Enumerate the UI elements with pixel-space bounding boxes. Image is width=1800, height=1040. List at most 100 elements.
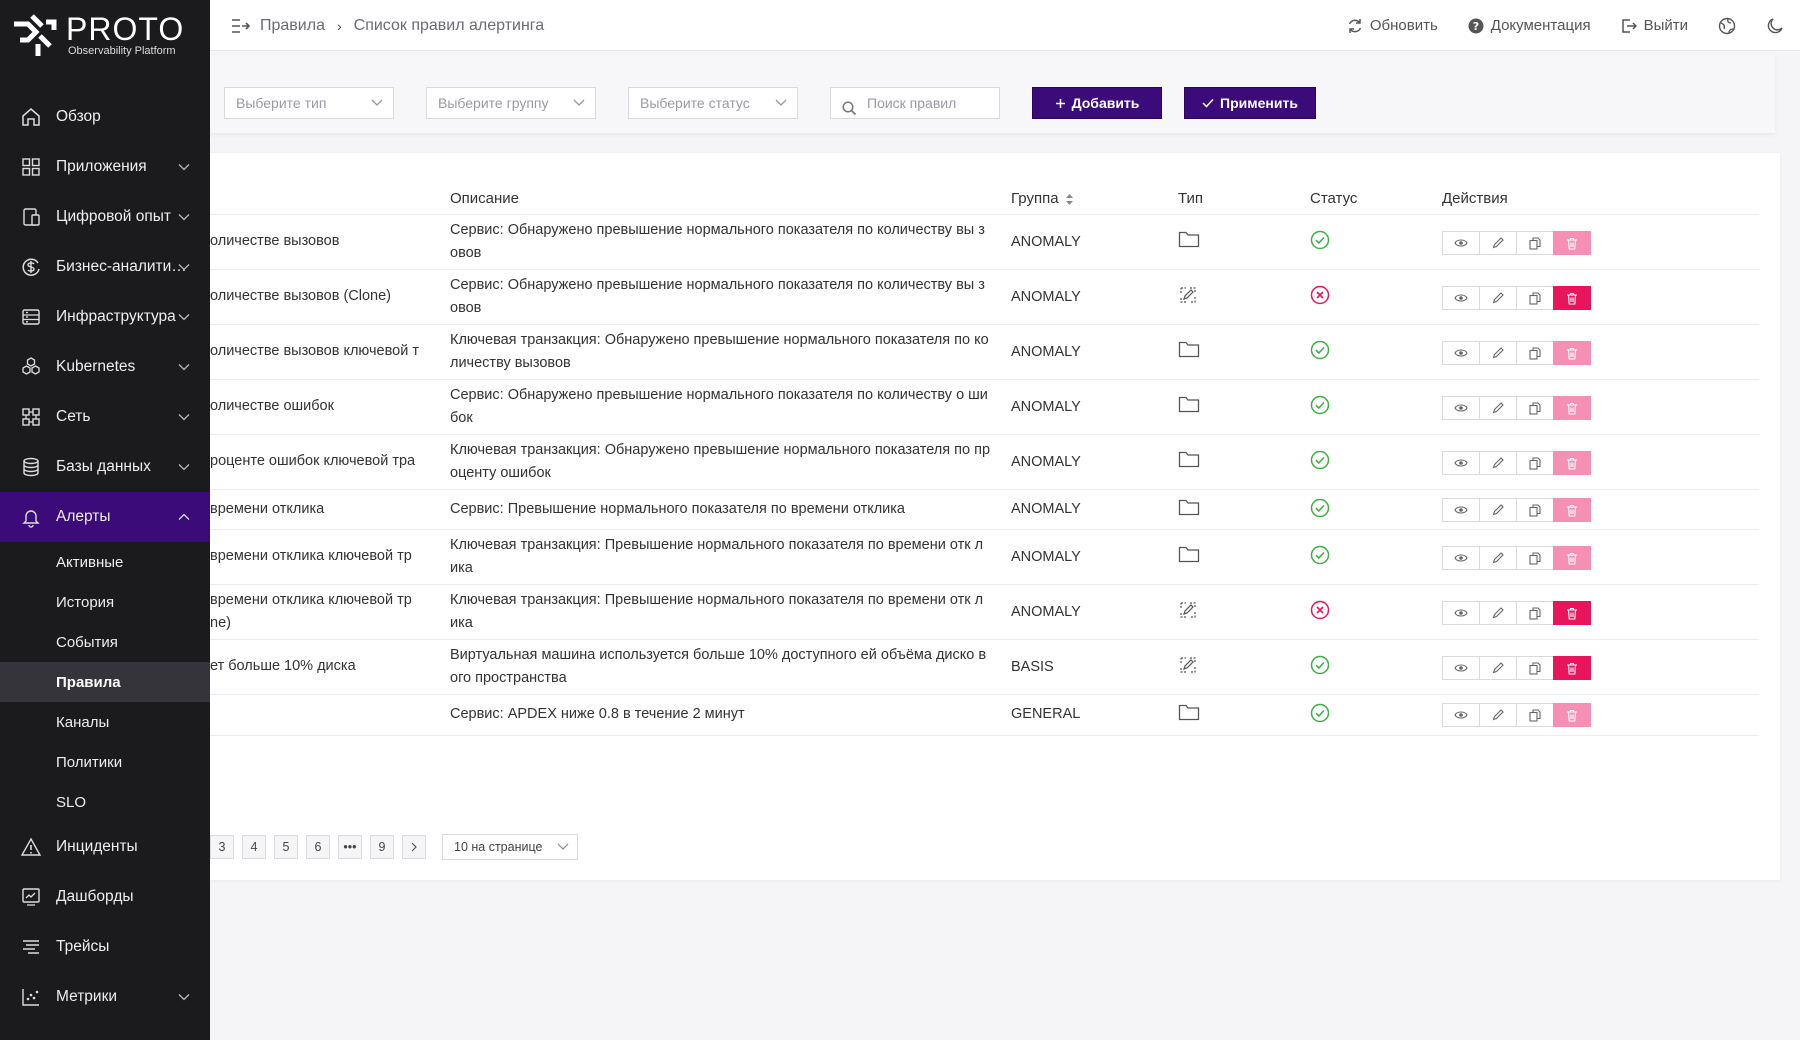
view-button[interactable] xyxy=(1442,546,1480,570)
delete-button[interactable] xyxy=(1553,341,1591,365)
sidebar-subitem-0[interactable]: Активные xyxy=(56,553,124,571)
sidebar-bottom-item-1[interactable]: Дашборды xyxy=(0,872,210,922)
sort-icon[interactable] xyxy=(1065,193,1074,206)
sidebar-item-2[interactable]: Цифровой опыт xyxy=(0,192,210,242)
copy-button[interactable] xyxy=(1516,656,1554,680)
rule-name-cell[interactable]: времени отклика xyxy=(210,498,430,521)
status-select[interactable]: Выберите статус xyxy=(628,87,798,119)
table-row[interactable]: времени отклика Сервис: Превышение нормал… xyxy=(210,490,1759,530)
page-button[interactable]: 3 xyxy=(210,835,234,859)
sidebar-item-4[interactable]: Инфраструктура xyxy=(0,292,210,342)
edit-button[interactable] xyxy=(1479,286,1517,310)
sidebar-subitem-1[interactable]: История xyxy=(56,593,115,611)
delete-button[interactable] xyxy=(1553,286,1591,310)
copy-button[interactable] xyxy=(1516,396,1554,420)
edit-button[interactable] xyxy=(1479,451,1517,475)
page-button[interactable]: 4 xyxy=(242,835,266,859)
table-row[interactable]: оличестве ошибок Сервис: Обнаружено превы… xyxy=(210,380,1759,435)
per-page-select[interactable]: 10 на странице xyxy=(442,834,578,860)
sidebar-item-5[interactable]: Kubernetes xyxy=(0,342,210,392)
rule-name-cell[interactable]: роценте ошибок ключевой тра xyxy=(210,450,430,473)
copy-button[interactable] xyxy=(1516,498,1554,522)
table-row[interactable]: оличестве вызовов (Clone) Сервис: Обнаруж… xyxy=(210,270,1759,325)
copy-button[interactable] xyxy=(1516,703,1554,727)
view-button[interactable] xyxy=(1442,601,1480,625)
globe-icon[interactable] xyxy=(1718,17,1736,35)
view-button[interactable] xyxy=(1442,451,1480,475)
rule-name-cell[interactable]: времени отклика ключевой тр xyxy=(210,545,430,568)
sidebar-subitem-6[interactable]: SLO xyxy=(56,793,87,811)
add-button[interactable]: Добавить xyxy=(1032,87,1162,119)
table-row[interactable]: роценте ошибок ключевой тра Ключевая тран… xyxy=(210,435,1759,490)
copy-button[interactable] xyxy=(1516,231,1554,255)
delete-button[interactable] xyxy=(1553,396,1591,420)
sidebar-bottom-item-0[interactable]: Инциденты xyxy=(0,822,210,872)
delete-button[interactable] xyxy=(1553,498,1591,522)
view-button[interactable] xyxy=(1442,286,1480,310)
rule-name-cell[interactable]: оличестве ошибок xyxy=(210,395,430,418)
sidebar-item-6[interactable]: Сеть xyxy=(0,392,210,442)
view-button[interactable] xyxy=(1442,498,1480,522)
sidebar-subitem-5[interactable]: Политики xyxy=(56,753,123,771)
delete-button[interactable] xyxy=(1553,451,1591,475)
copy-button[interactable] xyxy=(1516,451,1554,475)
group-select[interactable]: Выберите группу xyxy=(426,87,596,119)
sidebar-subitem-4[interactable]: Каналы xyxy=(56,713,110,731)
edit-button[interactable] xyxy=(1479,396,1517,420)
edit-button[interactable] xyxy=(1479,656,1517,680)
view-button[interactable] xyxy=(1442,703,1480,727)
view-button[interactable] xyxy=(1442,231,1480,255)
sidebar-item-0[interactable]: Обзор xyxy=(0,92,210,142)
rule-name-cell[interactable]: оличестве вызовов (Clone) xyxy=(210,285,430,308)
sidebar-item-1[interactable]: Приложения xyxy=(0,142,210,192)
edit-button[interactable] xyxy=(1479,546,1517,570)
page-button[interactable]: 6 xyxy=(306,835,330,859)
table-row[interactable]: оличестве вызовов ключевой т Ключевая тра… xyxy=(210,325,1759,380)
sidebar-subitem-3[interactable]: Правила xyxy=(0,662,210,702)
edit-button[interactable] xyxy=(1479,601,1517,625)
delete-button[interactable] xyxy=(1553,231,1591,255)
view-button[interactable] xyxy=(1442,341,1480,365)
brand-logo[interactable]: PROTO Observability Platform xyxy=(12,13,184,58)
edit-button[interactable] xyxy=(1479,498,1517,522)
apply-button[interactable]: Применить xyxy=(1184,87,1316,119)
delete-button[interactable] xyxy=(1553,601,1591,625)
logout-button[interactable]: Выйти xyxy=(1621,17,1688,34)
table-row[interactable]: Сервис: APDEX ниже 0.8 в течение 2 минут… xyxy=(210,695,1759,736)
next-page-button[interactable] xyxy=(402,835,426,859)
page-button[interactable]: 9 xyxy=(370,835,394,859)
search-input[interactable]: Поиск правил xyxy=(830,87,1000,119)
table-row[interactable]: времени отклика ключевой тр ne) Ключевая т… xyxy=(210,585,1759,640)
page-button[interactable]: ••• xyxy=(338,835,362,859)
view-button[interactable] xyxy=(1442,396,1480,420)
breadcrumb-root[interactable]: Правила xyxy=(260,16,325,34)
edit-button[interactable] xyxy=(1479,703,1517,727)
page-button[interactable]: 5 xyxy=(274,835,298,859)
sidebar-subitem-2[interactable]: События xyxy=(56,633,118,651)
copy-button[interactable] xyxy=(1516,286,1554,310)
moon-icon[interactable] xyxy=(1766,17,1784,35)
sidebar-bottom-item-3[interactable]: Метрики xyxy=(0,972,210,1022)
delete-button[interactable] xyxy=(1553,703,1591,727)
type-select[interactable]: Выберите тип xyxy=(224,87,394,119)
sidebar-item-7[interactable]: Базы данных xyxy=(0,442,210,492)
rule-name-cell[interactable]: оличестве вызовов xyxy=(210,230,430,253)
rule-name-cell[interactable]: оличестве вызовов ключевой т xyxy=(210,340,430,363)
docs-button[interactable]: ? Документация xyxy=(1468,17,1591,34)
copy-button[interactable] xyxy=(1516,341,1554,365)
rule-name-cell[interactable]: ет больше 10% диска xyxy=(210,655,430,678)
delete-button[interactable] xyxy=(1553,656,1591,680)
table-row[interactable]: ет больше 10% диска Виртуальная машина ис… xyxy=(210,640,1759,695)
refresh-button[interactable]: Обновить xyxy=(1347,17,1438,34)
view-button[interactable] xyxy=(1442,656,1480,680)
edit-button[interactable] xyxy=(1479,341,1517,365)
col-group[interactable]: Группа xyxy=(1011,183,1074,215)
copy-button[interactable] xyxy=(1516,601,1554,625)
sidebar-bottom-item-2[interactable]: Трейсы xyxy=(0,922,210,972)
edit-button[interactable] xyxy=(1479,231,1517,255)
table-row[interactable]: времени отклика ключевой тр Ключевая тран… xyxy=(210,530,1759,585)
table-row[interactable]: оличестве вызовов Сервис: Обнаружено прев… xyxy=(210,215,1759,270)
sidebar-item-3[interactable]: Бизнес-аналити… xyxy=(0,242,210,292)
sidebar-item-8[interactable]: Алерты xyxy=(0,492,210,542)
rule-name-cell[interactable]: времени отклика ключевой тр ne) xyxy=(210,589,430,635)
